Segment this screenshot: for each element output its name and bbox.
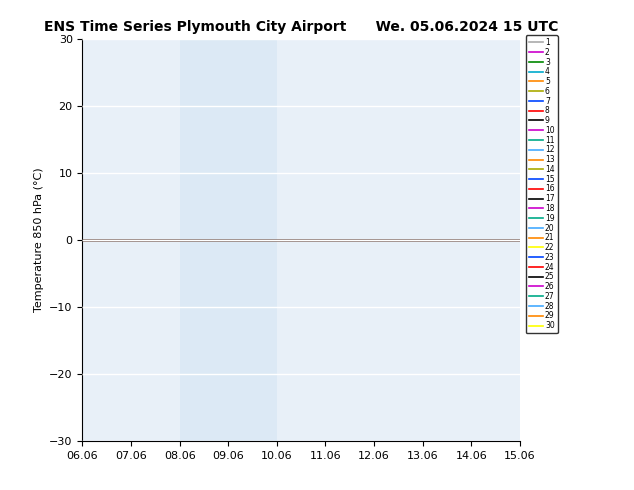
Title: ENS Time Series Plymouth City Airport      We. 05.06.2024 15 UTC: ENS Time Series Plymouth City Airport We… — [44, 20, 559, 34]
Bar — [179, 39, 228, 441]
Bar — [228, 39, 277, 441]
Legend: 1, 2, 3, 4, 5, 6, 7, 8, 9, 10, 11, 12, 13, 14, 15, 16, 17, 18, 19, 20, 21, 22, 2: 1, 2, 3, 4, 5, 6, 7, 8, 9, 10, 11, 12, 1… — [526, 35, 558, 333]
Y-axis label: Temperature 850 hPa (°C): Temperature 850 hPa (°C) — [34, 168, 44, 313]
Bar — [520, 39, 569, 441]
